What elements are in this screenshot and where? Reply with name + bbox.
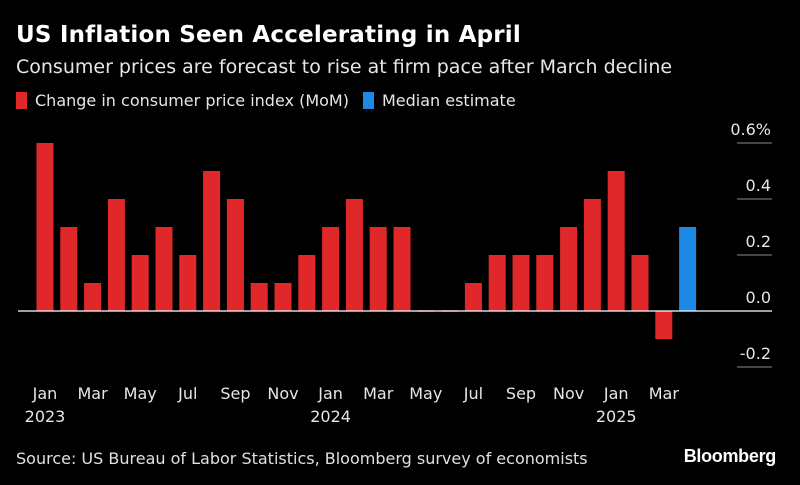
chart-subtitle: Consumer prices are forecast to rise at …	[16, 56, 673, 78]
legend-label-median: Median estimate	[381, 91, 516, 110]
y-tick-label: 0.4	[746, 176, 771, 195]
median-estimate-bar	[679, 227, 697, 311]
source-note: Source: US Bureau of Labor Statistics, B…	[16, 449, 588, 468]
x-tick-label: Sep	[220, 384, 250, 403]
x-tick-label: Nov	[553, 384, 584, 403]
legend-label-cpi: Change in consumer price index (MoM)	[35, 91, 349, 110]
y-tick-label: 0.2	[746, 232, 771, 251]
cpi-bar	[464, 283, 482, 311]
x-tick-label: May	[124, 384, 157, 403]
cpi-bar	[107, 199, 125, 311]
cpi-bar	[203, 171, 221, 311]
cpi-bar	[250, 283, 268, 311]
y-tick-label: 0.6%	[730, 120, 771, 139]
x-tick-label: Sep	[506, 384, 536, 403]
bloomberg-logo: Bloomberg	[683, 446, 777, 466]
cpi-bar	[607, 171, 625, 311]
x-tick-label: Jan	[32, 384, 58, 403]
cpi-bar	[155, 227, 173, 311]
cpi-bar	[393, 227, 411, 311]
cpi-bar	[84, 283, 102, 311]
cpi-bar	[131, 255, 149, 311]
x-tick-label: Jul	[463, 384, 483, 403]
cpi-bar	[583, 199, 601, 311]
x-tick-label: Mar	[363, 384, 394, 403]
chart-legend: Change in consumer price index (MoM) Med…	[16, 91, 530, 110]
x-tick-label: Jan	[603, 384, 629, 403]
y-tick-label: 0.0	[746, 288, 771, 307]
cpi-bar	[631, 255, 649, 311]
x-tick-year-label: 2023	[25, 407, 66, 426]
x-tick-label: Jul	[177, 384, 197, 403]
x-tick-label: Nov	[267, 384, 298, 403]
cpi-bar	[298, 255, 316, 311]
legend-item-cpi: Change in consumer price index (MoM)	[16, 91, 349, 110]
cpi-bar	[179, 255, 197, 311]
chart-title: US Inflation Seen Accelerating in April	[16, 22, 521, 48]
legend-swatch-median	[362, 92, 374, 109]
legend-swatch-cpi	[16, 92, 27, 109]
cpi-bar	[560, 227, 578, 311]
x-tick-label: Mar	[78, 384, 109, 403]
cpi-bar	[536, 255, 554, 311]
x-tick-label: May	[409, 384, 442, 403]
cpi-bar	[322, 227, 340, 311]
cpi-bar	[512, 255, 530, 311]
cpi-bar	[60, 227, 78, 311]
cpi-bar	[655, 311, 673, 339]
cpi-bar	[345, 199, 363, 311]
y-tick-label: -0.2	[740, 344, 771, 363]
cpi-bar	[488, 255, 506, 311]
x-tick-year-label: 2025	[596, 407, 637, 426]
x-tick-label: Mar	[649, 384, 680, 403]
cpi-bar	[36, 143, 54, 311]
legend-item-median: Median estimate	[362, 91, 516, 110]
cpi-bar	[274, 283, 292, 311]
x-tick-year-label: 2024	[310, 407, 351, 426]
cpi-bar	[226, 199, 244, 311]
cpi-bar	[369, 227, 387, 311]
x-tick-label: Jan	[317, 384, 343, 403]
